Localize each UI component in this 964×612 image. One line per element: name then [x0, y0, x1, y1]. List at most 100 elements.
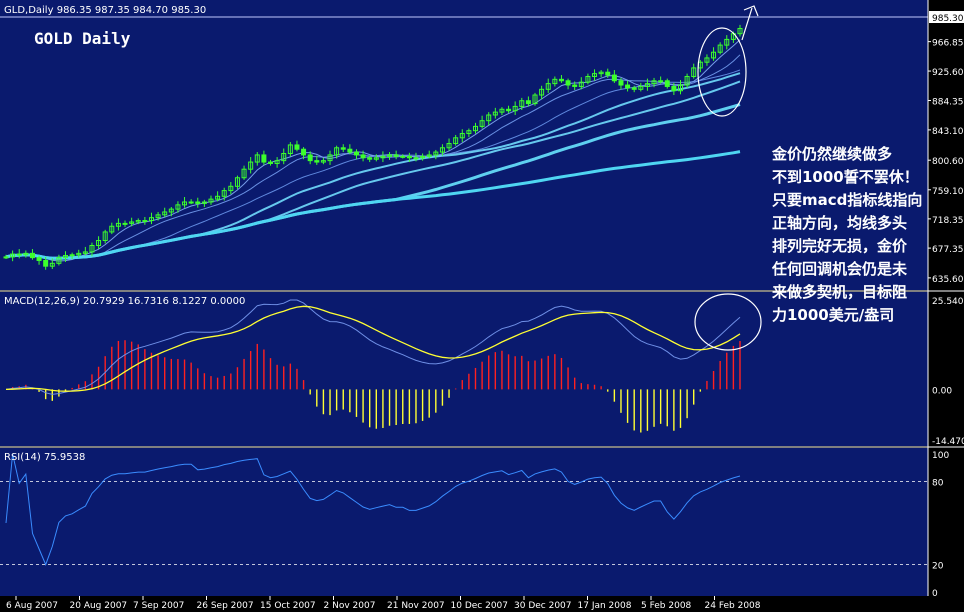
price-candle [565, 78, 571, 90]
price-candle [162, 207, 168, 217]
price-candle [420, 153, 426, 161]
price-tick-label: 925.60 [932, 68, 964, 78]
price-candle [168, 206, 174, 217]
price-candle [63, 251, 69, 262]
price-candle [201, 199, 207, 207]
price-candle [340, 144, 346, 153]
price-candle [737, 24, 743, 37]
x-tick-label: 20 Aug 2007 [70, 601, 128, 611]
price-candle [76, 249, 82, 258]
price-candle [115, 218, 121, 231]
x-tick-label: 10 Dec 2007 [451, 601, 509, 611]
price-candle [552, 76, 558, 87]
price-candle [254, 152, 260, 166]
x-tick-label: 15 Oct 2007 [260, 601, 316, 611]
price-candle [268, 159, 274, 166]
price-candle [446, 138, 452, 151]
price-candle [281, 148, 287, 165]
ohlc-values: 986.35 987.35 984.70 985.30 [57, 5, 207, 16]
chart-title: GOLD Daily [34, 29, 131, 48]
price-candle [691, 63, 697, 79]
price-candle [486, 112, 492, 125]
analysis-comment: 金价仍然继续做多 不到1000誓不罢休！ 只要macd指标线指向 正轴方向，均线… [772, 145, 923, 324]
instrument-name: GLD,Daily [4, 5, 54, 16]
price-candle [367, 155, 373, 163]
rsi-panel-bg [0, 448, 928, 596]
price-candle [598, 70, 604, 78]
price-candle [459, 129, 465, 143]
price-tick-label: 759.10 [932, 187, 964, 197]
price-candle [724, 35, 730, 50]
price-candle [307, 151, 313, 165]
price-candle [651, 77, 657, 88]
price-candle [558, 75, 564, 83]
price-candle [426, 150, 432, 159]
price-candle [89, 242, 95, 257]
price-candle [175, 201, 181, 213]
rsi-line [5, 453, 741, 566]
price-candle [717, 42, 723, 55]
price-candle [539, 85, 545, 100]
macd-signal-line [5, 305, 741, 392]
price-candle [625, 80, 631, 92]
price-candle [109, 222, 115, 235]
price-candle [506, 105, 512, 113]
price-candle [618, 77, 624, 90]
price-candle [195, 197, 201, 208]
price-candle [287, 142, 293, 157]
x-tick-label: 21 Nov 2007 [387, 601, 445, 611]
price-candle [314, 155, 320, 165]
price-candle [704, 54, 710, 66]
price-candle [611, 70, 617, 83]
price-candle [658, 76, 664, 84]
rsi-layer [0, 453, 928, 566]
price-candle [380, 151, 386, 163]
price-candle [711, 47, 717, 61]
price-candle [215, 191, 221, 202]
price-candle [644, 78, 650, 91]
price-candle [684, 73, 690, 88]
price-candle [228, 182, 234, 195]
price-candle [43, 256, 49, 270]
rsi-tick-label: 0 [932, 589, 938, 599]
price-layer [3, 24, 743, 270]
moving-average-line [5, 54, 741, 259]
macd-tick-label: 0.00 [932, 386, 952, 396]
macd-line [5, 299, 741, 395]
macd-tick-label: -14.4702 [932, 437, 964, 447]
price-candle [671, 82, 677, 96]
x-tick-label: 24 Feb 2008 [705, 601, 761, 611]
price-candle [439, 144, 445, 156]
price-candle [96, 236, 102, 250]
price-candle [320, 157, 326, 165]
price-candle [631, 85, 637, 93]
price-candle [301, 147, 307, 160]
price-candle [221, 187, 227, 201]
price-candle [585, 73, 591, 85]
price-candle [82, 246, 88, 256]
instrument-header: GLD,Daily 986.35 987.35 984.70 985.30 [4, 5, 206, 16]
price-candle [472, 122, 478, 134]
price-candle [142, 216, 148, 225]
price-candle [10, 250, 16, 262]
price-tick-label: 635.60 [932, 275, 964, 285]
x-tick-label: 30 Dec 2007 [514, 601, 572, 611]
price-candle [347, 144, 353, 155]
price-candle [433, 149, 439, 160]
macd-tick-label: 25.5405 [932, 297, 964, 307]
price-candle [294, 140, 300, 152]
price-candle [492, 107, 498, 119]
price-candle [334, 145, 340, 159]
price-candle [400, 154, 406, 159]
price-candle [532, 92, 538, 106]
macd-panel-bg [0, 292, 928, 446]
price-candle [274, 157, 280, 168]
price-candle [23, 250, 29, 258]
price-candle [519, 97, 525, 110]
last-price-box [929, 11, 964, 23]
rsi-label: RSI(14) 75.9538 [4, 452, 85, 463]
price-tick-label: 966.85 [932, 39, 964, 49]
price-candle [56, 254, 62, 266]
price-candle [155, 211, 161, 221]
up-arrow-head [743, 5, 759, 17]
